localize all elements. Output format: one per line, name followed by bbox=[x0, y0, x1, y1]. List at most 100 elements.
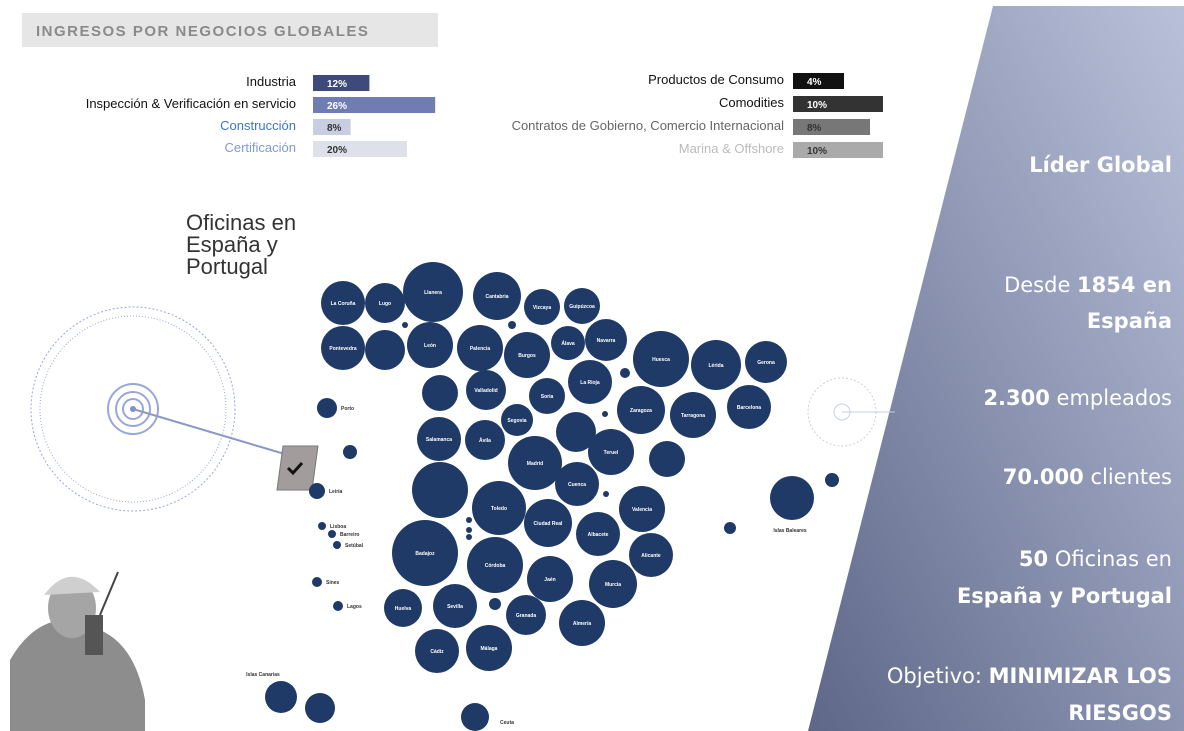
stat-text: 50 bbox=[1019, 547, 1048, 571]
office-label: Ávila bbox=[479, 437, 491, 444]
title: INGRESOS POR NEGOCIOS GLOBALES bbox=[36, 23, 369, 40]
stat-line: Objetivo: MINIMIZAR LOS bbox=[887, 664, 1172, 688]
slide: INGRESOS POR NEGOCIOS GLOBALES Industria… bbox=[0, 0, 1184, 731]
office-bubble bbox=[318, 522, 326, 530]
radar-right bbox=[808, 378, 895, 446]
bar-value: 20% bbox=[327, 145, 347, 156]
office-label: Almería bbox=[573, 621, 592, 627]
radar-left bbox=[31, 307, 288, 511]
office-label: Soria bbox=[541, 394, 554, 400]
stat-line: RIESGOS bbox=[1068, 701, 1172, 725]
page: INGRESOS POR NEGOCIOS GLOBALES Industria… bbox=[0, 0, 1184, 731]
office-label: Lugo bbox=[379, 301, 391, 307]
bar-value: 8% bbox=[327, 123, 342, 134]
bar-value: 4% bbox=[807, 77, 822, 88]
bar-value: 8% bbox=[807, 123, 822, 134]
stat-line: 70.000 clientes bbox=[1003, 465, 1172, 489]
office-label: La Rioja bbox=[580, 380, 600, 386]
stat-text: 70.000 bbox=[1003, 465, 1084, 489]
bar-label: Inspección & Verificación en servicio bbox=[86, 96, 296, 111]
bar bbox=[793, 119, 870, 135]
office-label: Lérida bbox=[708, 363, 723, 369]
office-label: Málaga bbox=[481, 646, 498, 652]
stat-text: clientes bbox=[1084, 465, 1172, 489]
bar-label: Contratos de Gobierno, Comercio Internac… bbox=[512, 118, 785, 133]
bar-label: Marina & Offshore bbox=[679, 141, 784, 156]
office-bubble bbox=[312, 577, 322, 587]
stat-line: España y Portugal bbox=[957, 584, 1172, 608]
office-label: Valladolid bbox=[474, 388, 497, 394]
worker bbox=[10, 572, 145, 731]
office-label: Ciudad Real bbox=[534, 521, 564, 527]
office-bubble bbox=[343, 445, 357, 459]
stat-line: 50 Oficinas en bbox=[1019, 547, 1172, 571]
check-box bbox=[277, 446, 318, 490]
office-bubble bbox=[333, 601, 343, 611]
bar-value: 12% bbox=[327, 79, 347, 90]
stat-line: Líder Global bbox=[1029, 153, 1172, 177]
office-bubble bbox=[328, 530, 336, 538]
office-label: Cádiz bbox=[430, 649, 444, 655]
stat-line: Desde 1854 en bbox=[1004, 273, 1172, 297]
stat-text: Objetivo: bbox=[887, 664, 989, 688]
office-label: Sines bbox=[326, 580, 340, 586]
office-bubble bbox=[317, 398, 337, 418]
office-label: León bbox=[424, 343, 436, 349]
office-label: Navarra bbox=[597, 338, 616, 344]
office-label: Alicante bbox=[641, 553, 661, 559]
office-label: Setúbal bbox=[345, 543, 364, 549]
office-label: Murcia bbox=[605, 582, 621, 588]
office-bubble bbox=[770, 476, 814, 520]
bar-value: 10% bbox=[807, 146, 827, 157]
office-label: Llanera bbox=[424, 290, 442, 296]
office-label: Barreiro bbox=[340, 532, 359, 538]
office-bubble bbox=[265, 681, 297, 713]
office-bubble bbox=[508, 321, 516, 329]
bar-label: Industria bbox=[246, 74, 297, 89]
office-label: Palencia bbox=[470, 346, 491, 352]
stat-text: Oficinas en bbox=[1048, 547, 1172, 571]
office-label: Gerona bbox=[757, 360, 775, 366]
office-label: Cantabria bbox=[485, 294, 508, 300]
office-bubble bbox=[461, 703, 489, 731]
bar-label: Productos de Consumo bbox=[648, 72, 784, 87]
stat-line: España bbox=[1087, 309, 1172, 333]
office-bubble bbox=[620, 368, 630, 378]
stat-line: 2.300 empleados bbox=[983, 386, 1172, 410]
office-bubble bbox=[309, 483, 325, 499]
bar-label: Comodities bbox=[719, 95, 785, 110]
stat-text: Desde bbox=[1004, 273, 1077, 297]
bar-value: 26% bbox=[327, 101, 347, 112]
office-bubble bbox=[649, 441, 685, 477]
stat-text: 2.300 bbox=[983, 386, 1049, 410]
office-label: Guipúzcoa bbox=[569, 304, 595, 310]
office-bubble bbox=[305, 693, 335, 723]
office-label: Cuenca bbox=[568, 482, 586, 488]
office-bubble bbox=[724, 522, 736, 534]
office-label: Teruel bbox=[604, 450, 619, 456]
office-bubble bbox=[466, 517, 472, 523]
office-bubble bbox=[422, 375, 458, 411]
stat-text: España bbox=[1087, 309, 1172, 333]
right-panel bbox=[808, 6, 1184, 731]
office-bubble bbox=[402, 322, 408, 328]
office-label: Álava bbox=[561, 340, 575, 347]
office-label: Pontevedra bbox=[329, 346, 356, 352]
office-bubble bbox=[603, 491, 609, 497]
office-label: Albacete bbox=[588, 532, 609, 538]
office-bubble bbox=[333, 541, 341, 549]
office-label: Huesca bbox=[652, 357, 670, 363]
office-bubble bbox=[412, 462, 468, 518]
stat-text: Líder Global bbox=[1029, 153, 1172, 177]
stat-text: MINIMIZAR LOS bbox=[989, 664, 1172, 688]
office-label: Córdoba bbox=[485, 563, 506, 569]
office-label: Badajoz bbox=[415, 551, 435, 557]
office-label: Zaragoza bbox=[630, 408, 652, 414]
office-label: Segovia bbox=[507, 418, 526, 424]
office-label: Lagos bbox=[347, 604, 362, 610]
office-label: Burgos bbox=[518, 353, 536, 359]
office-label: La Coruña bbox=[331, 301, 356, 307]
office-label: Ceuta bbox=[500, 720, 514, 726]
office-bubble bbox=[825, 473, 839, 487]
office-label: Valencia bbox=[632, 507, 652, 513]
